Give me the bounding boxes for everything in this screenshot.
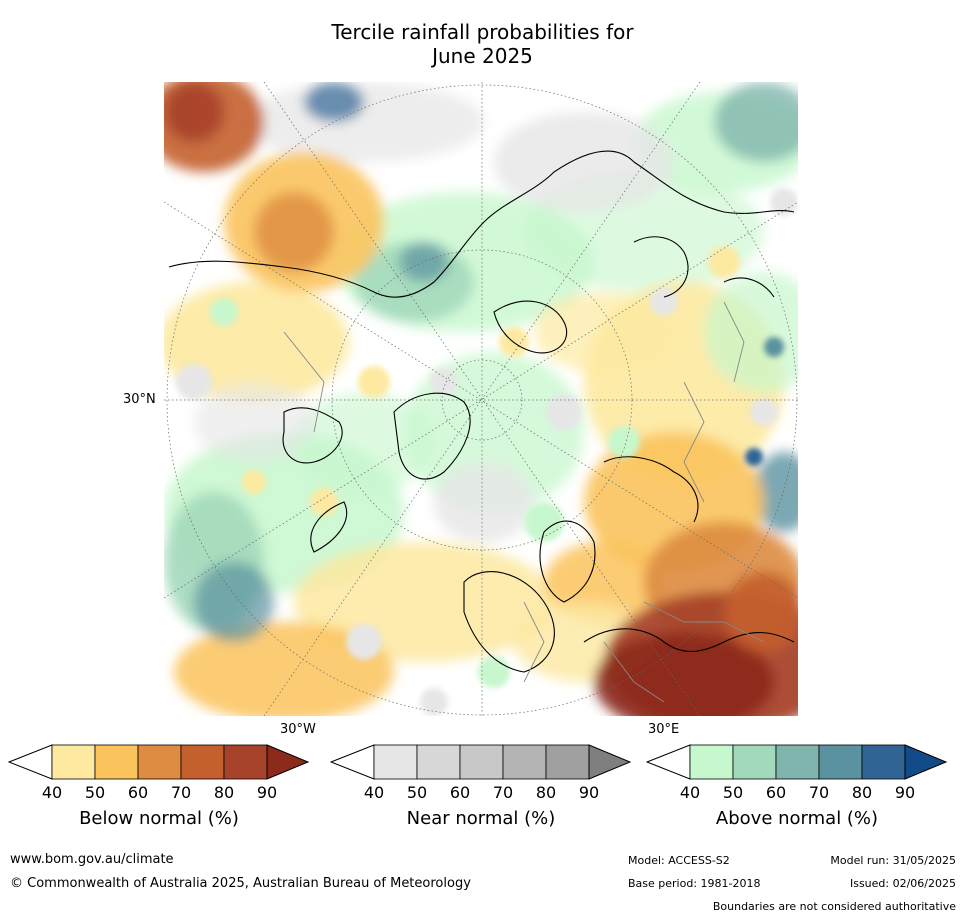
- below-tick: 90: [256, 783, 278, 802]
- below-cbar-box-60: [137, 744, 182, 780]
- below-cbar-box-50: [94, 744, 139, 780]
- near-cbar-low-arrow: [330, 744, 375, 780]
- model-run-text: Model run: 31/05/2025: [830, 854, 956, 867]
- above-tick: 40: [679, 783, 701, 802]
- below-cbar-high-arrow: [266, 744, 310, 780]
- above-cbar-high-arrow: [904, 744, 948, 780]
- chart-title: Tercile rainfall probabilities for June …: [0, 20, 965, 68]
- graticule: [164, 82, 798, 716]
- below-tick: 70: [170, 783, 192, 802]
- base-period-text: Base period: 1981-2018: [628, 877, 761, 890]
- below-cbar-box-40: [51, 744, 96, 780]
- below-normal-label: Below normal (%): [79, 808, 239, 829]
- below-tick: 40: [41, 783, 63, 802]
- coastlines: [168, 150, 795, 673]
- title-line-2: June 2025: [432, 44, 533, 68]
- above-tick: 90: [894, 783, 916, 802]
- near-tick: 50: [406, 783, 428, 802]
- below-cbar-low-arrow: [8, 744, 53, 780]
- near-tick: 70: [492, 783, 514, 802]
- near-tick: 80: [535, 783, 557, 802]
- near-cbar-box-80: [545, 744, 590, 780]
- country-borders: [283, 301, 765, 703]
- below-tick: 60: [127, 783, 149, 802]
- above-cbar-box-80: [861, 744, 906, 780]
- below-tick: 80: [213, 783, 235, 802]
- above-tick: 70: [808, 783, 830, 802]
- near-cbar-box-50: [416, 744, 461, 780]
- below-cbar-box-70: [180, 744, 225, 780]
- near-normal-colorbar: [330, 744, 632, 780]
- near-cbar-high-arrow: [588, 744, 632, 780]
- below-cbar-box-80: [223, 744, 268, 780]
- above-tick: 50: [722, 783, 744, 802]
- above-tick: 60: [765, 783, 787, 802]
- disclaimer-text: Boundaries are not considered authoritat…: [712, 900, 956, 913]
- above-cbar-box-60: [775, 744, 820, 780]
- map-svg: [164, 82, 798, 716]
- near-cbar-box-70: [502, 744, 547, 780]
- near-cbar-box-40: [373, 744, 418, 780]
- above-cbar-low-arrow: [646, 744, 691, 780]
- copyright-text: © Commonwealth of Australia 2025, Austra…: [10, 876, 471, 891]
- above-tick: 80: [851, 783, 873, 802]
- near-tick: 40: [363, 783, 385, 802]
- below-normal-colorbar: [8, 744, 310, 780]
- issued-text: Issued: 02/06/2025: [849, 877, 956, 890]
- above-normal-colorbar: [646, 744, 948, 780]
- near-tick: 90: [578, 783, 600, 802]
- longitude-label-east: 30°E: [648, 722, 680, 737]
- below-tick: 50: [84, 783, 106, 802]
- near-cbar-box-60: [459, 744, 504, 780]
- model-text: Model: ACCESS-S2: [628, 854, 730, 867]
- above-cbar-box-40: [689, 744, 734, 780]
- near-normal-label: Near normal (%): [406, 808, 556, 829]
- latitude-label: 30°N: [123, 392, 156, 407]
- longitude-label-west: 30°W: [280, 722, 316, 737]
- title-line-1: Tercile rainfall probabilities for: [331, 20, 634, 44]
- forecast-map: [164, 82, 798, 716]
- above-cbar-box-70: [818, 744, 863, 780]
- website-link[interactable]: www.bom.gov.au/climate: [10, 852, 174, 867]
- above-normal-label: Above normal (%): [715, 808, 879, 829]
- near-tick: 60: [449, 783, 471, 802]
- above-cbar-box-50: [732, 744, 777, 780]
